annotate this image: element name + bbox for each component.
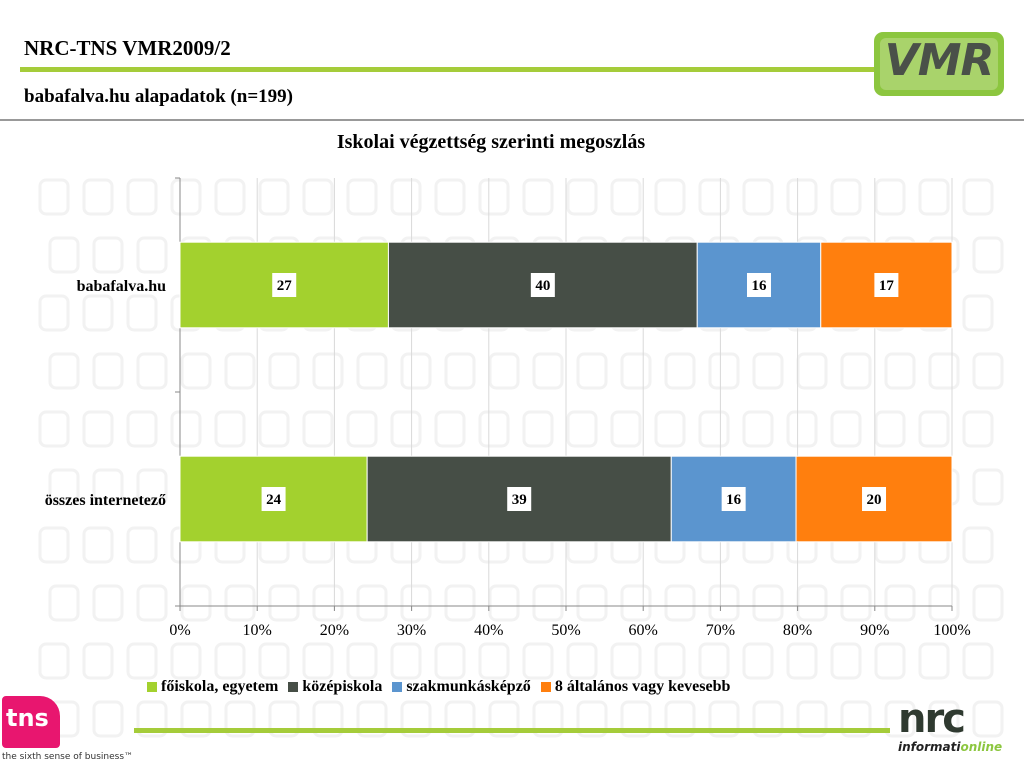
data-label-box [862,487,887,511]
data-label: 40 [535,278,550,294]
data-label-box [747,273,771,297]
header-rule [0,119,1024,121]
data-label-box [874,273,899,297]
data-label-box [507,487,532,511]
page-subtitle: babafalva.hu alapadatok (n=199) [24,86,293,107]
x-tick-label: 50% [551,622,580,639]
legend-swatch [540,682,551,692]
page-title: NRC-TNS VMR2009/2 [24,36,231,60]
x-tick-label: 70% [706,622,735,639]
category-label: összes internetező [45,492,166,509]
vmr-logo-text: VMR [884,35,995,86]
data-label-box [721,487,746,511]
x-tick-label: 20% [320,622,349,639]
legend-item: szakmunkásképző [392,678,531,696]
data-label-box [272,273,297,297]
x-tick-label: 90% [860,622,889,639]
legend-item: 8 általános vagy kevesebb [540,678,731,696]
data-label: 39 [512,492,527,508]
x-tick-label: 40% [474,622,503,639]
legend-swatch [288,682,299,692]
legend-label: 8 általános vagy kevesebb [554,678,731,695]
legend-label: szakmunkásképző [406,678,531,695]
header-divider [20,67,878,72]
tns-logo: tns [2,696,60,748]
data-label: 17 [879,278,895,294]
x-tick-label: 30% [397,622,426,639]
category-label: babafalva.hu [77,278,166,295]
nrc-logo-subtitle: informationline [898,740,1003,754]
data-label-box [261,487,286,511]
nrc-logo: nrc informationline [898,696,1018,764]
tns-logo-text: tns [6,704,49,732]
legend-label: főiskola, egyetem [161,678,279,695]
x-tick-label: 100% [933,622,970,639]
tns-tagline: the sixth sense of business™ [2,752,134,762]
data-label: 20 [867,492,882,508]
data-label: 16 [752,278,768,294]
data-label-box [530,273,555,297]
data-label: 27 [277,278,293,294]
legend-item: főiskola, egyetem [147,678,278,696]
vmr-logo: VMR [874,32,1004,96]
x-tick-label: 10% [243,622,272,639]
chart-title: Iskolai végzettség szerinti megoszlás [337,131,645,153]
legend-item: középiskola [288,678,382,696]
x-tick-label: 60% [629,622,658,639]
data-label: 16 [726,492,742,508]
legend-label: középiskola [302,678,383,695]
chart-legend: főiskola, egyetem középiskola szakmunkáské… [147,678,730,696]
data-label: 24 [266,492,282,508]
nrc-logo-text: nrc [898,696,966,742]
footer-divider [134,728,890,733]
x-tick-label: 80% [783,622,812,639]
x-tick-label: 0% [169,622,190,639]
legend-swatch [147,682,157,692]
legend-swatch [392,682,403,692]
stacked-bar-chart: Iskolai végzettség szerinti megoszlás 0% 1… [45,131,971,639]
